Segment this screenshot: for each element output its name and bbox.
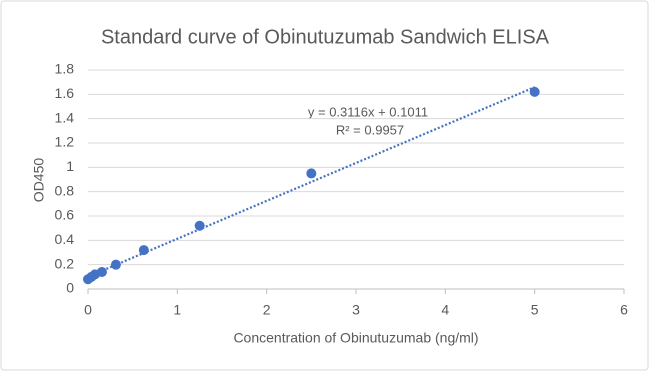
chart-title: Standard curve of Obinutuzumab Sandwich … xyxy=(101,26,550,48)
data-point xyxy=(306,168,317,179)
x-tick-label: 5 xyxy=(531,302,539,318)
y-tick-label: 1.8 xyxy=(55,61,75,77)
x-tick-label: 6 xyxy=(620,302,628,318)
y-axis-label: OD450 xyxy=(31,158,47,203)
x-tick-label: 2 xyxy=(263,302,271,318)
data-point xyxy=(194,220,205,231)
trendline-equation: y = 0.3116x + 0.1011 xyxy=(308,104,428,119)
y-tick-label: 1.6 xyxy=(55,85,75,101)
trendline xyxy=(87,86,536,278)
x-axis-label: Concentration of Obinutuzumab (ng/ml) xyxy=(233,330,478,346)
data-point xyxy=(110,259,121,270)
y-tick-label: 0.8 xyxy=(55,182,75,198)
x-tick-label: 3 xyxy=(352,302,360,318)
x-tick-label: 0 xyxy=(84,302,92,318)
y-tick-label: 0.2 xyxy=(55,255,75,271)
y-tick-label: 1 xyxy=(66,158,74,174)
y-tick-label: 0.6 xyxy=(55,207,75,223)
data-point xyxy=(96,266,107,277)
y-tick-label: 0.4 xyxy=(55,231,75,247)
y-tick-label: 0 xyxy=(66,280,74,296)
data-point xyxy=(138,245,149,256)
y-tick-label: 1.2 xyxy=(55,134,75,150)
data-point xyxy=(529,86,540,97)
y-tick-label: 1.4 xyxy=(55,109,75,125)
x-tick-label: 1 xyxy=(173,302,181,318)
r-squared: R² = 0.9957 xyxy=(336,122,404,137)
x-tick-label: 4 xyxy=(441,302,449,318)
